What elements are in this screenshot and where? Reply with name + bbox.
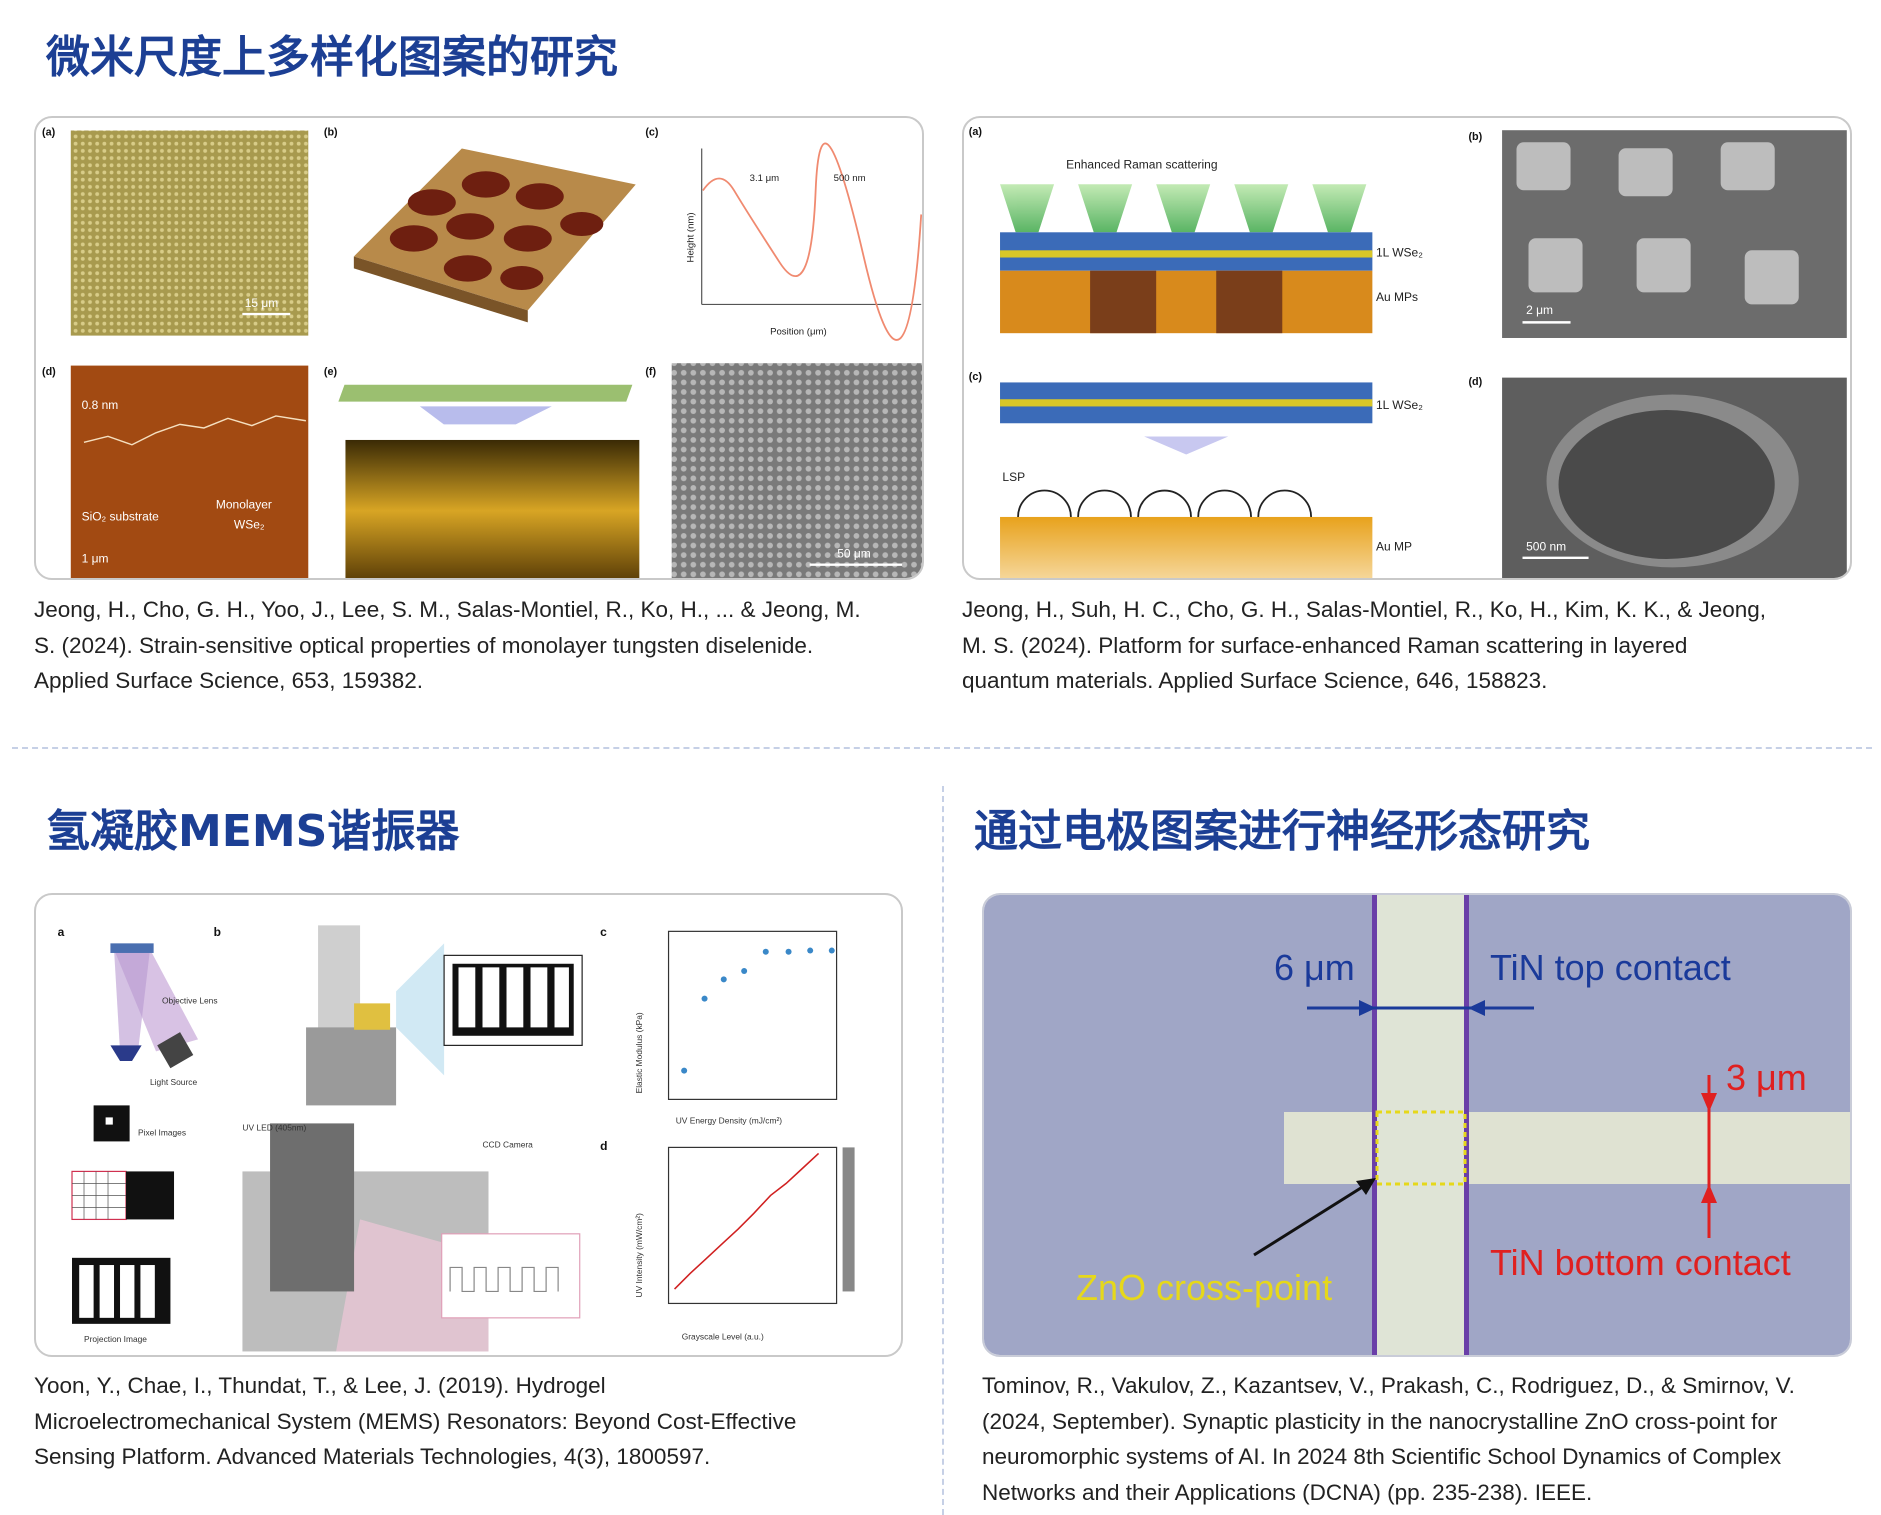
figure-label: d <box>600 1139 607 1153</box>
citation: Jeong, H., Cho, G. H., Yoo, J., Lee, S. … <box>34 592 861 699</box>
citation-line: Tominov, R., Vakulov, Z., Kazantsev, V.,… <box>982 1373 1795 1398</box>
figure-label: (a) <box>42 126 56 138</box>
figure: a b c d Objective Lens Light Source Pixe… <box>34 893 903 1357</box>
figure-label: TiN top contact <box>1490 947 1731 988</box>
section-title: 通过电极图案进行神经形态研究 <box>974 806 1590 857</box>
figure-label: Objective Lens <box>162 995 218 1005</box>
figure-label: Au MP <box>1376 540 1412 554</box>
citation-line: Networks and their Applications (DCNA) (… <box>982 1479 1593 1505</box>
figure-label: 3.1 μm <box>750 173 779 184</box>
axis-label: Elastic Modulus (kPa) <box>634 1012 644 1093</box>
figure-label: WSe₂ <box>234 518 265 532</box>
section-title: 微米尺度上多样化图案的研究 <box>46 32 618 83</box>
figure-image: (a) (b) (c) (d) (e) (f) 15 μm 0.8 nm SiO… <box>42 126 922 578</box>
figure-label: TiN bottom contact <box>1490 1242 1791 1283</box>
axis-label: UV Energy Density (mJ/cm²) <box>676 1115 783 1125</box>
figure-label: (a) <box>969 126 983 138</box>
figure-label: 6 μm <box>1274 947 1355 988</box>
scale-label: 15 μm <box>245 296 279 310</box>
scale-label: 50 μm <box>837 547 871 561</box>
citation: Tominov, R., Vakulov, Z., Kazantsev, V.,… <box>982 1368 1795 1510</box>
figure-label: c <box>600 925 607 939</box>
figure: (a) (b) (c) (d) Enhanced Raman scatterin… <box>962 116 1852 580</box>
figure-label: Pixel Images <box>138 1127 186 1137</box>
figure-label: (c) <box>969 371 983 383</box>
divider <box>12 747 1872 749</box>
figure-label: CCD Camera <box>483 1139 534 1149</box>
citation: Yoon, Y., Chae, I., Thundat, T., & Lee, … <box>34 1368 796 1475</box>
citation-line: quantum materials. Applied Surface Scien… <box>962 668 1548 693</box>
figure-label: (b) <box>324 126 338 138</box>
figure-label: (d) <box>1468 376 1482 388</box>
figure-label: LSP <box>1002 470 1025 484</box>
citation-line: Microelectromechanical System (MEMS) Res… <box>34 1408 797 1434</box>
figure-label: Monolayer <box>216 497 272 511</box>
axis-label: Position (μm) <box>770 326 827 337</box>
figure-label: Au MPs <box>1376 290 1418 304</box>
figure-label: (d) <box>42 366 56 378</box>
citation-line: (2024, September). Synaptic plasticity i… <box>982 1408 1778 1434</box>
figure-image: 6 μm TiN top contact 3 μm ZnO cross-poin… <box>984 895 1850 1355</box>
citation-line: Jeong, H., Suh, H. C., Cho, G. H., Salas… <box>962 597 1767 622</box>
citation-line: Applied Surface Science, 653, 159382. <box>34 668 424 693</box>
figure-image: a b c d Objective Lens Light Source Pixe… <box>58 925 855 1352</box>
figure-label: 500 nm <box>834 173 866 184</box>
scale-label: 2 μm <box>1526 303 1553 317</box>
figure-label: Projection Image <box>84 1334 147 1344</box>
scale-label: 1 μm <box>82 551 109 565</box>
figure-label: 1L WSe₂ <box>1376 398 1423 412</box>
figure-label: b <box>214 925 221 939</box>
scale-label: 500 nm <box>1526 540 1566 554</box>
figure-label: Light Source <box>150 1077 197 1087</box>
citation-line: Yoon, Y., Chae, I., Thundat, T., & Lee, … <box>34 1373 606 1398</box>
figure-label: 3 μm <box>1726 1057 1807 1098</box>
citation-line: neuromorphic systems of AI. In 2024 8th … <box>982 1444 1782 1469</box>
figure-label: UV LED (405nm) <box>242 1123 306 1133</box>
figure-label: (e) <box>324 366 338 378</box>
citation-line: M. S. (2024). Platform for surface-enhan… <box>962 632 1688 658</box>
divider <box>942 786 944 1515</box>
figure-label: Enhanced Raman scattering <box>1066 158 1217 172</box>
figure-label: (f) <box>645 366 656 378</box>
figure-label: 0.8 nm <box>82 398 119 412</box>
figure: (a) (b) (c) (d) (e) (f) 15 μm 0.8 nm SiO… <box>34 116 924 580</box>
figure: 6 μm TiN top contact 3 μm ZnO cross-poin… <box>982 893 1852 1357</box>
figure-label: a <box>58 925 65 939</box>
figure-label: 1L WSe₂ <box>1376 245 1423 259</box>
axis-label: Height (nm) <box>685 212 696 262</box>
axis-label: Grayscale Level (a.u.) <box>682 1331 764 1341</box>
axis-label: UV Intensity (mW/cm²) <box>634 1213 644 1298</box>
citation-line: Sensing Platform. Advanced Materials Tec… <box>34 1444 711 1469</box>
citation: Jeong, H., Suh, H. C., Cho, G. H., Salas… <box>962 592 1766 699</box>
figure-label: SiO₂ substrate <box>82 509 160 523</box>
figure-label: ZnO cross-point <box>1076 1267 1332 1308</box>
citation-line: S. (2024). Strain-sensitive optical prop… <box>34 632 814 658</box>
figure-image: (a) (b) (c) (d) Enhanced Raman scatterin… <box>969 126 1847 578</box>
figure-label: (c) <box>645 126 659 138</box>
citation-line: Jeong, H., Cho, G. H., Yoo, J., Lee, S. … <box>34 597 861 622</box>
figure-label: (b) <box>1468 131 1482 143</box>
section-title: 氢凝胶MEMS谐振器 <box>46 806 460 857</box>
